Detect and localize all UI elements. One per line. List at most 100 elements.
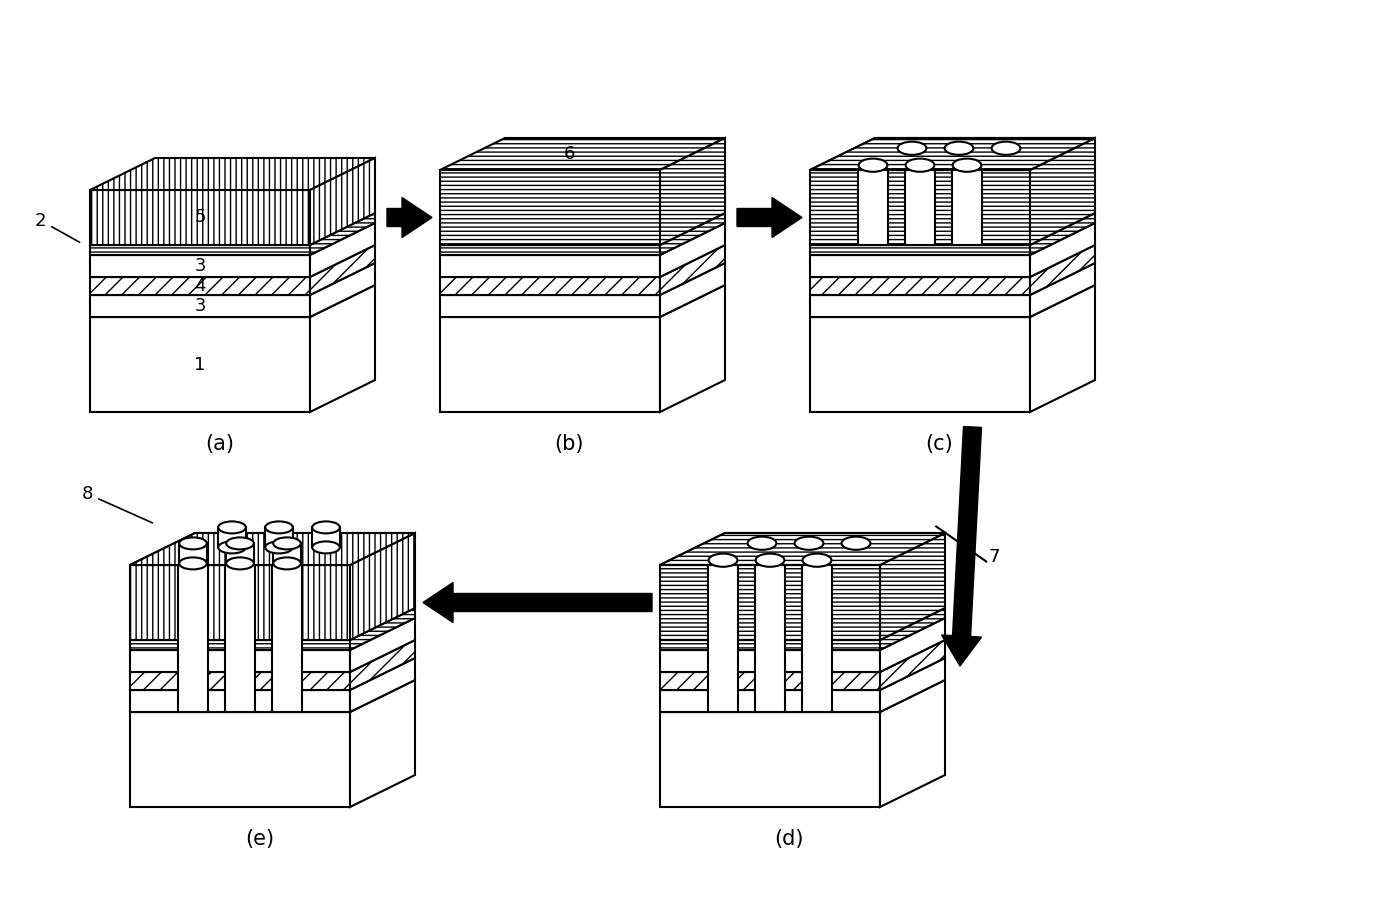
Ellipse shape xyxy=(273,538,301,550)
Polygon shape xyxy=(660,285,724,412)
Ellipse shape xyxy=(265,522,293,534)
Polygon shape xyxy=(660,245,724,295)
Text: 4: 4 xyxy=(195,277,206,295)
Ellipse shape xyxy=(218,522,246,534)
Polygon shape xyxy=(440,223,724,255)
Ellipse shape xyxy=(312,541,339,553)
Polygon shape xyxy=(1029,138,1094,245)
Polygon shape xyxy=(810,317,1029,412)
Polygon shape xyxy=(90,223,375,255)
Polygon shape xyxy=(737,197,802,238)
Polygon shape xyxy=(440,170,660,245)
Polygon shape xyxy=(351,608,415,650)
Polygon shape xyxy=(90,158,375,190)
Ellipse shape xyxy=(795,537,824,550)
Polygon shape xyxy=(708,565,738,712)
Polygon shape xyxy=(810,263,1094,295)
Polygon shape xyxy=(802,565,832,712)
Polygon shape xyxy=(424,583,651,622)
Ellipse shape xyxy=(265,541,293,553)
Text: 3: 3 xyxy=(195,257,206,275)
Polygon shape xyxy=(130,690,351,712)
Text: (e): (e) xyxy=(244,829,275,849)
Polygon shape xyxy=(90,255,310,277)
Polygon shape xyxy=(660,618,945,650)
Text: (c): (c) xyxy=(926,434,954,454)
Polygon shape xyxy=(660,533,945,565)
Polygon shape xyxy=(178,565,208,712)
Ellipse shape xyxy=(905,159,934,171)
Text: 3: 3 xyxy=(195,297,206,315)
Polygon shape xyxy=(351,680,415,807)
Polygon shape xyxy=(440,295,660,317)
Text: 7: 7 xyxy=(988,548,999,565)
Polygon shape xyxy=(130,533,415,565)
Polygon shape xyxy=(130,608,415,640)
Polygon shape xyxy=(1029,285,1094,412)
Polygon shape xyxy=(810,255,1029,277)
Polygon shape xyxy=(660,533,945,565)
Polygon shape xyxy=(858,170,887,245)
Polygon shape xyxy=(312,527,339,548)
Polygon shape xyxy=(880,658,945,712)
Polygon shape xyxy=(130,640,351,650)
Text: (a): (a) xyxy=(206,434,235,454)
Ellipse shape xyxy=(803,553,831,567)
Polygon shape xyxy=(810,285,1094,317)
Polygon shape xyxy=(130,650,351,672)
Text: (b): (b) xyxy=(555,434,584,454)
Polygon shape xyxy=(660,263,724,317)
Polygon shape xyxy=(440,255,660,277)
Ellipse shape xyxy=(748,537,777,550)
Polygon shape xyxy=(660,672,880,690)
Polygon shape xyxy=(386,197,432,238)
Ellipse shape xyxy=(179,558,207,570)
Polygon shape xyxy=(273,543,301,563)
Ellipse shape xyxy=(952,159,981,171)
Polygon shape xyxy=(130,658,415,690)
Polygon shape xyxy=(130,618,415,650)
Polygon shape xyxy=(351,640,415,690)
Polygon shape xyxy=(440,263,724,295)
Polygon shape xyxy=(90,245,310,255)
Polygon shape xyxy=(440,245,724,277)
Ellipse shape xyxy=(179,538,207,550)
Polygon shape xyxy=(810,138,1094,170)
Polygon shape xyxy=(810,277,1029,295)
Polygon shape xyxy=(952,170,983,245)
Polygon shape xyxy=(1029,223,1094,277)
Polygon shape xyxy=(90,317,310,412)
Ellipse shape xyxy=(226,538,254,550)
Polygon shape xyxy=(941,427,981,666)
Polygon shape xyxy=(440,317,660,412)
Ellipse shape xyxy=(992,142,1020,155)
Text: 1: 1 xyxy=(195,356,206,373)
Polygon shape xyxy=(880,608,945,650)
Polygon shape xyxy=(810,213,1094,245)
Text: 8: 8 xyxy=(81,485,152,523)
Polygon shape xyxy=(660,640,945,672)
Polygon shape xyxy=(90,285,375,317)
Polygon shape xyxy=(179,543,207,563)
Polygon shape xyxy=(310,245,375,295)
Polygon shape xyxy=(810,223,1094,255)
Polygon shape xyxy=(440,285,724,317)
Polygon shape xyxy=(351,533,415,640)
Polygon shape xyxy=(880,640,945,690)
Polygon shape xyxy=(810,170,1029,245)
Polygon shape xyxy=(810,295,1029,317)
Polygon shape xyxy=(351,658,415,712)
Ellipse shape xyxy=(858,159,887,171)
Polygon shape xyxy=(810,245,1094,277)
Polygon shape xyxy=(1029,263,1094,317)
Polygon shape xyxy=(310,213,375,255)
Polygon shape xyxy=(880,680,945,807)
Polygon shape xyxy=(272,565,302,712)
Polygon shape xyxy=(755,565,785,712)
Polygon shape xyxy=(660,690,880,712)
Text: 2: 2 xyxy=(34,212,80,242)
Polygon shape xyxy=(440,245,660,255)
Text: 5: 5 xyxy=(195,208,206,227)
Polygon shape xyxy=(440,213,724,245)
Polygon shape xyxy=(265,527,293,548)
